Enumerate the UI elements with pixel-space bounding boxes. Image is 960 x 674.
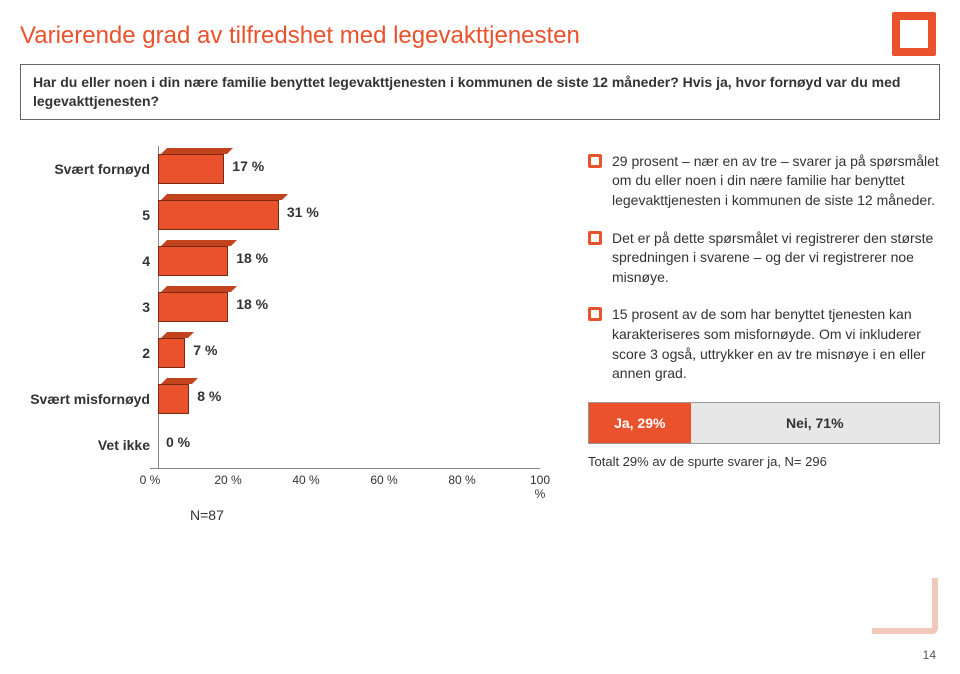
bullet-icon — [588, 307, 602, 321]
no-segment: Nei, 71% — [691, 403, 940, 443]
bar — [158, 338, 185, 368]
bar-row: 2 7 % — [20, 330, 560, 376]
bullet-item: Det er på dette spørsmålet vi registrere… — [588, 229, 940, 288]
bar — [158, 200, 279, 230]
bar-track: 17 % — [158, 146, 560, 192]
yes-no-note: Totalt 29% av de spurte svarer ja, N= 29… — [588, 454, 940, 469]
slide-title: Varierende grad av tilfredshet med legev… — [20, 22, 940, 50]
bar — [158, 292, 228, 322]
sample-size-label: N=87 — [190, 507, 560, 523]
category-label: Svært misfornøyd — [20, 391, 158, 407]
value-label: 31 % — [287, 204, 319, 220]
bullet-text: 15 prosent av de som har benyttet tjenes… — [612, 305, 940, 383]
page-number: 14 — [923, 648, 936, 662]
corner-decoration — [872, 578, 938, 634]
value-label: 18 % — [236, 296, 268, 312]
bar — [158, 384, 189, 414]
bar-row: Svært fornøyd 17 % — [20, 146, 560, 192]
x-tick: 20 % — [214, 473, 241, 487]
bar-track: 0 % — [158, 422, 560, 468]
x-tick: 100 % — [530, 473, 550, 501]
bar-track: 31 % — [158, 192, 560, 238]
value-label: 0 % — [166, 434, 190, 450]
notes-column: 29 prosent – nær en av tre – svarer ja p… — [588, 146, 940, 523]
x-tick: 40 % — [292, 473, 319, 487]
question-box: Har du eller noen i din nære familie ben… — [20, 64, 940, 120]
bar-row: 4 18 % — [20, 238, 560, 284]
category-label: 2 — [20, 345, 158, 361]
bar-track: 7 % — [158, 330, 560, 376]
bar-row: 5 31 % — [20, 192, 560, 238]
bullet-item: 29 prosent – nær en av tre – svarer ja p… — [588, 152, 940, 211]
x-tick: 0 % — [140, 473, 161, 487]
bullet-icon — [588, 154, 602, 168]
no-label: Nei, 71% — [786, 415, 844, 431]
category-label: Vet ikke — [20, 437, 158, 453]
bar-row: 3 18 % — [20, 284, 560, 330]
bar — [158, 246, 228, 276]
x-tick: 60 % — [370, 473, 397, 487]
yes-segment: Ja, 29% — [589, 403, 691, 443]
yes-no-bar: Ja, 29% Nei, 71% — [588, 402, 940, 444]
bullet-text: 29 prosent – nær en av tre – svarer ja p… — [612, 152, 940, 211]
x-tick: 80 % — [448, 473, 475, 487]
brand-square-icon — [892, 12, 936, 56]
bullet-item: 15 prosent av de som har benyttet tjenes… — [588, 305, 940, 383]
category-label: 5 — [20, 207, 158, 223]
bar-track: 18 % — [158, 238, 560, 284]
category-label: Svært fornøyd — [20, 161, 158, 177]
category-label: 4 — [20, 253, 158, 269]
bullet-text: Det er på dette spørsmålet vi registrere… — [612, 229, 940, 288]
bar-row: Svært misfornøyd 8 % — [20, 376, 560, 422]
bar-row: Vet ikke 0 % — [20, 422, 560, 468]
bar-chart: Svært fornøyd 17 % 5 31 % 4 18 % 3 18 % 2 7 % Svær… — [20, 146, 560, 523]
bar — [158, 154, 224, 184]
bar-track: 8 % — [158, 376, 560, 422]
slide: Varierende grad av tilfredshet med legev… — [0, 0, 960, 674]
yes-label: Ja, 29% — [614, 415, 665, 431]
bullet-icon — [588, 231, 602, 245]
content-row: Svært fornøyd 17 % 5 31 % 4 18 % 3 18 % 2 7 % Svær… — [20, 146, 940, 523]
category-label: 3 — [20, 299, 158, 315]
value-label: 7 % — [193, 342, 217, 358]
value-label: 17 % — [232, 158, 264, 174]
x-axis: 0 %20 %40 %60 %80 %100 % — [150, 468, 540, 489]
bar-track: 18 % — [158, 284, 560, 330]
value-label: 18 % — [236, 250, 268, 266]
value-label: 8 % — [197, 388, 221, 404]
